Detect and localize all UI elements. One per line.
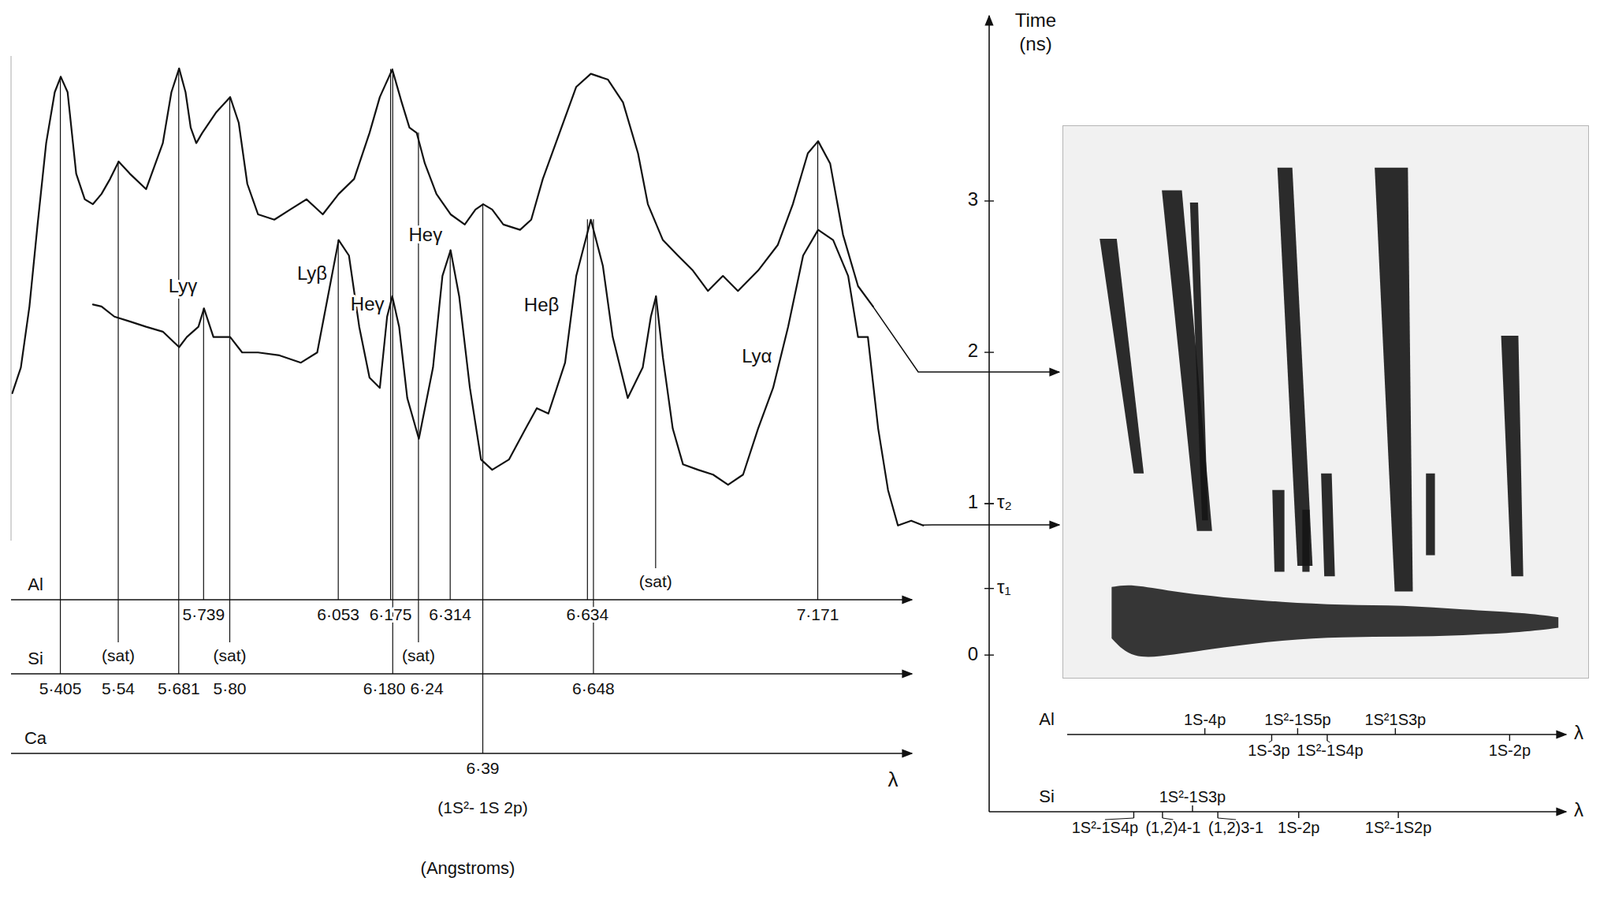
svg-text:Lyγ: Lyγ [168, 275, 198, 297]
svg-text:(sat): (sat) [401, 646, 436, 665]
svg-text:6·180: 6·180 [363, 679, 406, 698]
svg-text:Heβ: Heβ [524, 293, 559, 316]
svg-text:5·739: 5·739 [182, 605, 225, 624]
svg-text:τ₂: τ₂ [997, 491, 1013, 513]
svg-text:0: 0 [967, 643, 979, 665]
svg-text:5·681: 5·681 [157, 679, 201, 698]
svg-text:1S²-1S4p: 1S²-1S4p [1296, 741, 1364, 760]
svg-text:1S²-1S2p: 1S²-1S2p [1365, 818, 1433, 837]
svg-text:Si: Si [27, 648, 44, 669]
svg-text:6·648: 6·648 [572, 679, 615, 698]
svg-text:6·634: 6·634 [565, 605, 609, 624]
svg-text:Heγ: Heγ [350, 293, 385, 315]
svg-text:2: 2 [967, 339, 979, 361]
svg-text:(sat): (sat) [639, 572, 673, 591]
svg-text:6·314: 6·314 [428, 605, 472, 624]
svg-text:1S-3p: 1S-3p [1247, 741, 1290, 760]
svg-text:6·175: 6·175 [369, 605, 413, 624]
svg-text:Al: Al [27, 574, 44, 595]
svg-text:1S²-1S5p: 1S²-1S5p [1264, 710, 1332, 729]
svg-text:6·053: 6·053 [316, 605, 360, 624]
svg-text:(sat): (sat) [213, 646, 247, 665]
svg-text:1S-4p: 1S-4p [1183, 710, 1226, 729]
svg-text:1S-2p: 1S-2p [1488, 741, 1531, 760]
svg-text:Lyα: Lyα [741, 345, 772, 367]
svg-text:6·39: 6·39 [466, 759, 500, 778]
svg-text:(Angstroms): (Angstroms) [420, 858, 516, 879]
svg-text:5·405: 5·405 [39, 679, 82, 698]
svg-text:λ: λ [888, 767, 899, 792]
svg-text:Al: Al [1038, 709, 1055, 730]
svg-text:(sat): (sat) [101, 646, 135, 665]
svg-text:(1,2)4-1: (1,2)4-1 [1145, 818, 1201, 837]
svg-text:λ: λ [1573, 721, 1584, 744]
svg-text:7·171: 7·171 [796, 605, 840, 624]
svg-text:(ns): (ns) [1019, 33, 1052, 55]
svg-text:Lyβ: Lyβ [297, 262, 328, 284]
svg-text:Ca: Ca [24, 728, 48, 748]
svg-text:1S²1S3p: 1S²1S3p [1364, 710, 1426, 729]
svg-text:5·54: 5·54 [101, 679, 135, 698]
svg-text:Si: Si [1038, 786, 1055, 807]
svg-text:5·80: 5·80 [212, 679, 246, 698]
svg-text:(1S²- 1S 2p): (1S²- 1S 2p) [437, 798, 528, 817]
svg-text:Time: Time [1015, 9, 1057, 31]
svg-text:(1,2)3-1: (1,2)3-1 [1208, 818, 1264, 837]
svg-text:τ₁: τ₁ [997, 576, 1012, 598]
svg-text:6·24: 6·24 [410, 679, 444, 698]
svg-text:1S-2p: 1S-2p [1277, 818, 1320, 837]
svg-text:3: 3 [967, 188, 979, 210]
svg-text:1S²-1S4p: 1S²-1S4p [1071, 818, 1139, 837]
svg-text:λ: λ [1573, 799, 1584, 821]
svg-text:1: 1 [967, 491, 979, 513]
svg-text:Heγ: Heγ [409, 223, 443, 246]
svg-text:1S²-1S3p: 1S²-1S3p [1159, 788, 1227, 806]
